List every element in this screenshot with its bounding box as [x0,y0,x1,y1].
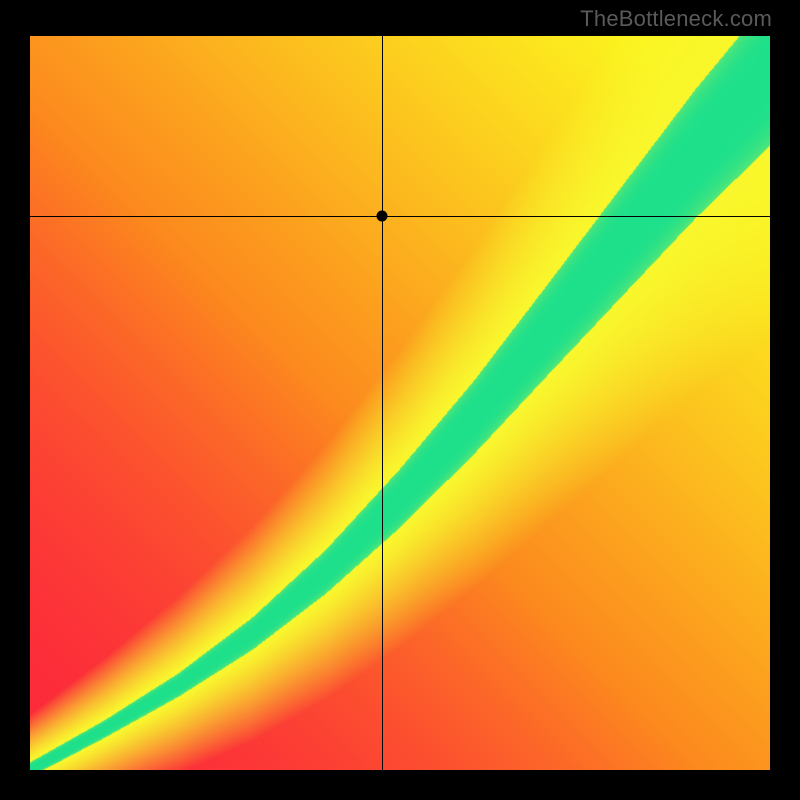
data-point-marker [376,210,387,221]
watermark-label: TheBottleneck.com [580,6,772,32]
plot-area [30,36,770,770]
heatmap-canvas [30,36,770,770]
crosshair-horizontal [30,216,770,217]
chart-container: TheBottleneck.com [0,0,800,800]
crosshair-vertical [382,36,383,770]
